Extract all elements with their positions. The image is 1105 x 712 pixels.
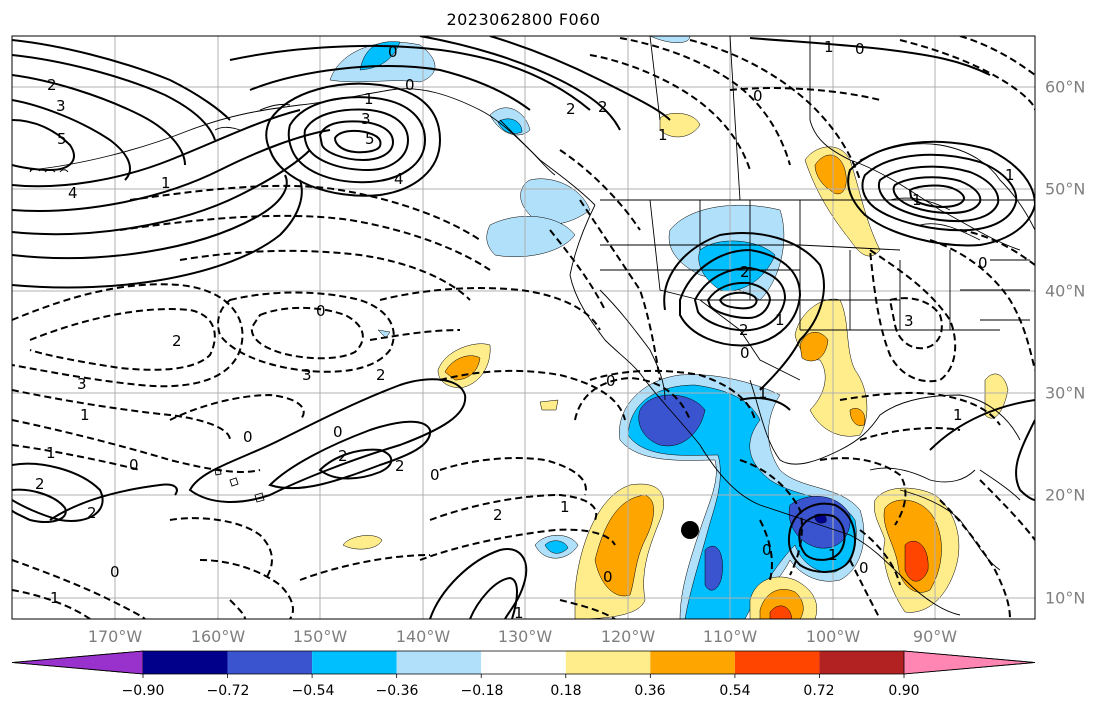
lon-label: 140°W xyxy=(395,627,451,646)
colorbar-tick-label: 0.36 xyxy=(634,683,666,699)
contour-label: 3 xyxy=(77,375,87,393)
lon-label: 170°W xyxy=(87,627,143,646)
contour-label: 0 xyxy=(129,456,139,474)
contour-label: 0 xyxy=(603,568,613,586)
contour-label: 1 xyxy=(824,38,834,56)
colorbar-tick-label: −0.72 xyxy=(206,683,250,699)
contour-label: 0 xyxy=(430,466,440,484)
lat-label: 20°N xyxy=(1045,485,1086,505)
contour-label: 1 xyxy=(514,604,524,622)
map-frame xyxy=(11,35,1036,620)
contour-label: 2 xyxy=(493,506,503,524)
lat-label: 10°N xyxy=(1045,588,1086,608)
colorbar-swatch xyxy=(143,651,228,674)
contour-label: 3 xyxy=(302,366,312,384)
colorbar-swatch xyxy=(396,651,482,674)
contour-label: 1 xyxy=(953,406,963,424)
colorbar-swatch xyxy=(819,651,904,674)
contour-label: 2 xyxy=(598,98,608,116)
colorbar xyxy=(11,650,1036,678)
contour-label: 0 xyxy=(753,87,763,105)
contour-label: 2 xyxy=(739,321,749,339)
colorbar-extend-high xyxy=(903,650,1036,675)
contour-label: 1 xyxy=(758,384,768,402)
contour-label: 0 xyxy=(855,40,865,58)
map-title: 2023062800 F060 xyxy=(446,10,601,29)
colorbar-swatch xyxy=(481,651,566,674)
contour-label: 0 xyxy=(316,302,326,320)
contour-label: 1 xyxy=(775,311,785,329)
contour-labels: 2 3 5 4 1 0 0 0 2 2 0 1 3 5 4 1 2 2 1 0 … xyxy=(35,38,1015,622)
lon-label: 90°W xyxy=(912,627,958,646)
lat-label: 40°N xyxy=(1045,281,1086,301)
contour-label: 4 xyxy=(68,184,78,202)
colorbar-extend-low xyxy=(11,650,144,675)
lon-label: 160°W xyxy=(190,627,246,646)
contour-label: 0 xyxy=(606,372,616,390)
contour-label: 0 xyxy=(762,541,772,559)
contour-label: 4 xyxy=(394,170,404,188)
contour-label: 2 xyxy=(566,100,576,118)
negative-contours xyxy=(12,36,1035,619)
contour-label: 2 xyxy=(35,475,45,493)
contour-label: 2 xyxy=(47,76,57,94)
colorbar-tick-label: −0.90 xyxy=(121,683,165,699)
colorbar-swatch xyxy=(227,651,313,674)
lon-label: 110°W xyxy=(702,627,758,646)
contour-label: 0 xyxy=(243,428,253,446)
colorbar-tick-label: 0.72 xyxy=(803,683,835,699)
contour-label: 0 xyxy=(110,563,120,581)
contour-label: 3 xyxy=(904,312,914,330)
contour-label: 2 xyxy=(395,457,405,475)
lon-label: 120°W xyxy=(600,627,656,646)
contour-label: 1 xyxy=(658,126,668,144)
colorbar-tick-label: −0.54 xyxy=(291,683,335,699)
colorbar-swatch xyxy=(734,651,820,674)
position-marker xyxy=(681,521,699,539)
lon-label: 100°W xyxy=(805,627,861,646)
contour-label: 3 xyxy=(361,110,371,128)
contour-label: 5 xyxy=(57,130,67,148)
contour-label: 2 xyxy=(87,504,97,522)
contour-label: 0 xyxy=(405,76,415,94)
contour-label: 0 xyxy=(740,344,750,362)
colorbar-swatch xyxy=(312,651,397,674)
contour-label: 2 xyxy=(338,447,348,465)
colorbar-tick-label: 0.18 xyxy=(550,683,582,699)
contour-label: 0 xyxy=(333,423,343,441)
contour-label: 2 xyxy=(172,332,182,350)
contour-label: 1 xyxy=(46,444,56,462)
lat-label: 30°N xyxy=(1045,383,1086,403)
lon-label: 150°W xyxy=(292,627,348,646)
contour-label: 1 xyxy=(80,406,90,424)
contour-label: 2 xyxy=(376,366,386,384)
colorbar-swatch xyxy=(565,651,651,674)
lat-label: 50°N xyxy=(1045,179,1086,199)
contour-label: 2 xyxy=(740,263,750,281)
lat-label: 60°N xyxy=(1045,77,1086,97)
contour-label: 0 xyxy=(388,43,398,61)
contour-label: 1 xyxy=(161,174,171,192)
contour-label: 1 xyxy=(1005,166,1015,184)
colorbar-tick-label: 0.54 xyxy=(719,683,751,699)
positive-contours xyxy=(12,36,1035,619)
contour-label: 5 xyxy=(365,130,375,148)
contour-label: 1 xyxy=(364,90,374,108)
contour-label: 1 xyxy=(828,546,838,564)
contour-label: 0 xyxy=(978,254,988,272)
shaded-fields xyxy=(329,36,1009,619)
contour-label: 0 xyxy=(859,559,869,577)
contour-label: 3 xyxy=(56,97,66,115)
colorbar-tick-label: −0.36 xyxy=(375,683,419,699)
contour-label: 1 xyxy=(912,191,922,209)
lon-label: 130°W xyxy=(497,627,553,646)
colorbar-swatch xyxy=(650,651,735,674)
colorbar-tick-label: −0.18 xyxy=(460,683,504,699)
colorbar-tick-label: 0.90 xyxy=(888,683,920,699)
contour-label: 1 xyxy=(50,589,60,607)
map-plot-area: 2 3 5 4 1 0 0 0 2 2 0 1 3 5 4 1 2 2 1 0 … xyxy=(12,36,1035,622)
contour-label: 1 xyxy=(560,498,570,516)
